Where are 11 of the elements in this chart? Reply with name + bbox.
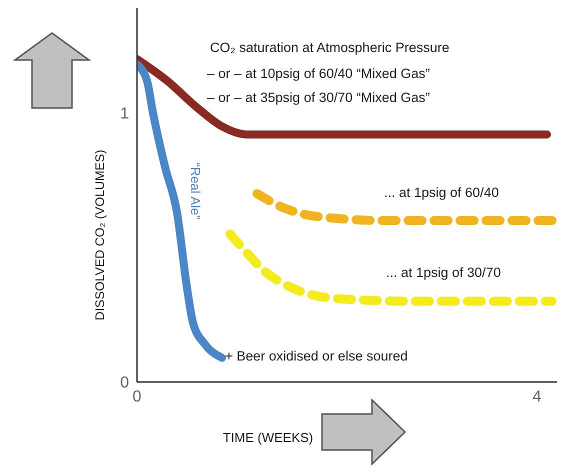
annotation: + Beer oxidised or else soured — [225, 348, 408, 364]
annotation: ... at 1psig of 30/70 — [386, 265, 501, 280]
annotation: – or – at 10psig of 60/40 “Mixed Gas” — [207, 66, 430, 81]
y-axis-title: DISSOLVED CO₂ (VOLUMES) — [93, 150, 107, 320]
annotation: – or – at 35psig of 30/70 “Mixed Gas” — [207, 90, 430, 105]
x-tick-label: 4 — [532, 388, 542, 406]
text: “Real Ale” — [188, 162, 203, 220]
y-tick-label: 1 — [120, 106, 130, 123]
annotation: CO₂ saturation at Atmospheric Pressure — [210, 40, 450, 55]
x-axis-title: TIME (WEEKS) — [222, 430, 314, 445]
annotation: ... at 1psig of 60/40 — [384, 185, 499, 200]
